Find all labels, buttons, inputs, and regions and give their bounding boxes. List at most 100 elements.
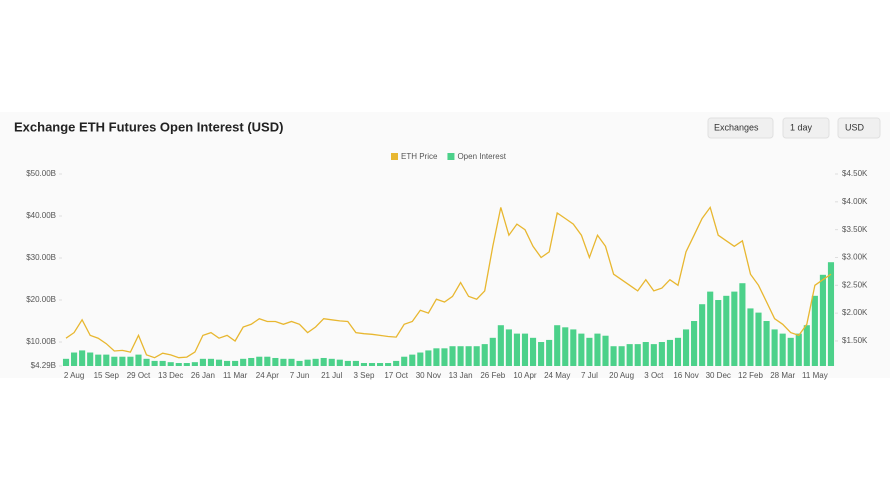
- button-label: 1 day: [790, 122, 813, 132]
- bar: [232, 360, 239, 366]
- x-tick-label: 16 Nov: [673, 371, 698, 380]
- exchanges-button[interactable]: Exchanges: [707, 117, 774, 139]
- bar: [747, 308, 754, 366]
- bar: [465, 346, 472, 366]
- bar: [272, 357, 279, 366]
- x-tick-label: 21 Jul: [321, 371, 343, 380]
- bar: [755, 312, 762, 366]
- bar: [175, 363, 182, 366]
- bar: [79, 350, 86, 366]
- x-tick-label: 2 Aug: [64, 371, 84, 380]
- bar: [811, 295, 818, 366]
- bar: [71, 352, 78, 366]
- bar: [473, 346, 480, 366]
- bar: [449, 346, 456, 366]
- bar: [578, 333, 585, 366]
- x-tick-label: 12 Feb: [738, 371, 763, 380]
- y-tick-label: $20.00B: [26, 295, 56, 304]
- bar: [715, 300, 722, 366]
- button-bg: [837, 117, 881, 139]
- bar: [368, 363, 376, 366]
- bar: [618, 346, 625, 366]
- legend-swatch: [447, 153, 455, 160]
- bar: [304, 359, 311, 366]
- bar: [183, 363, 190, 366]
- bar: [650, 344, 657, 366]
- y-tick-label: $40.00B: [26, 211, 56, 220]
- bar: [328, 358, 335, 366]
- bar: [513, 333, 521, 366]
- bar: [610, 346, 617, 366]
- x-tick-label: 26 Feb: [480, 371, 505, 380]
- x-tick-label: 7 Jul: [581, 371, 598, 380]
- interval-button[interactable]: 1 day: [782, 117, 830, 139]
- x-tick-label: 30 Dec: [706, 371, 731, 380]
- button-label: USD: [845, 122, 865, 132]
- bar: [280, 358, 287, 366]
- button-bg: [782, 117, 830, 139]
- bar: [586, 337, 593, 366]
- bar: [570, 329, 577, 366]
- bar: [674, 337, 682, 366]
- bar: [731, 291, 738, 366]
- button-bg: [707, 117, 774, 139]
- x-tick-label: 11 May: [802, 371, 828, 380]
- y2-tick-label: $2.50K: [842, 280, 868, 289]
- x-tick-label: 20 Aug: [609, 371, 634, 380]
- y2-tick-label: $4.00K: [842, 197, 868, 206]
- y-tick-label: $50.00B: [26, 169, 56, 178]
- bar: [682, 329, 690, 366]
- bar: [819, 274, 826, 366]
- bar: [119, 356, 126, 366]
- y2-tick-label: $3.50K: [842, 225, 868, 234]
- bar: [433, 348, 440, 366]
- bar: [827, 262, 835, 366]
- bar: [699, 304, 706, 366]
- bar: [385, 363, 392, 366]
- bar: [207, 358, 215, 366]
- legend-swatch: [391, 153, 398, 160]
- bar: [352, 360, 359, 366]
- bar: [602, 335, 609, 366]
- bar: [224, 360, 231, 366]
- legend-label: Open Interest: [457, 152, 506, 161]
- bar: [489, 337, 496, 366]
- bar: [521, 333, 529, 366]
- x-tick-label: 24 Apr: [256, 371, 279, 380]
- y2-tick-label: $2.00K: [842, 308, 868, 317]
- currency-button[interactable]: USD: [837, 117, 881, 139]
- bar: [441, 348, 448, 366]
- bar: [199, 358, 206, 366]
- bar: [151, 360, 158, 366]
- bar: [529, 337, 537, 366]
- y-tick-label: $30.00B: [26, 253, 56, 262]
- x-tick-label: 24 May: [544, 371, 570, 380]
- bar: [248, 357, 255, 366]
- bar: [360, 363, 368, 366]
- bar: [111, 356, 118, 366]
- bar: [554, 325, 561, 366]
- x-tick-label: 17 Oct: [384, 371, 408, 380]
- bar: [95, 354, 102, 366]
- bar: [594, 333, 601, 366]
- bar: [771, 329, 778, 366]
- bar: [707, 291, 714, 366]
- button-label: Exchanges: [714, 122, 759, 132]
- bar: [763, 321, 770, 366]
- y-tick-label: $4.29B: [31, 361, 56, 370]
- x-tick-label: 3 Sep: [354, 371, 375, 380]
- x-tick-label: 13 Jan: [449, 371, 473, 380]
- y-tick-label: $10.00B: [26, 337, 56, 346]
- bar: [666, 339, 673, 366]
- price-line: [65, 205, 832, 359]
- x-tick-label: 3 Oct: [644, 371, 664, 380]
- bar: [296, 360, 303, 366]
- x-tick-label: 15 Sep: [94, 371, 120, 380]
- bar: [256, 356, 263, 366]
- bar: [159, 360, 166, 366]
- bar: [642, 342, 649, 366]
- x-tick-label: 11 Mar: [223, 371, 248, 380]
- bar: [723, 295, 730, 366]
- y2-tick-label: $3.00K: [842, 253, 868, 262]
- bar: [546, 339, 553, 366]
